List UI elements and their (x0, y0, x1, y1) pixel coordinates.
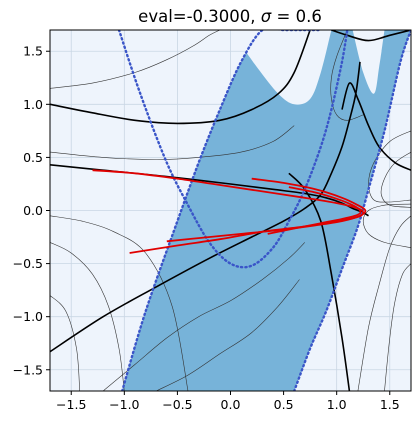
y-axis: −1.5 −1.0 −0.5 0.0 0.5 1.0 1.5 (13, 44, 50, 377)
band-gap (230, 30, 332, 105)
separatrix-line (341, 82, 411, 171)
trajectory-line (92, 169, 365, 254)
y-tick-label: −1.5 (13, 362, 43, 377)
title-sigma: σ (261, 7, 272, 26)
y-tick-label: 0.0 (23, 203, 43, 218)
y-tick-label: 1.0 (23, 97, 43, 112)
band-gap-right (352, 30, 385, 94)
y-tick-label: −0.5 (13, 256, 43, 271)
flow-line (50, 30, 221, 89)
flow-line (50, 125, 295, 160)
x-tick-label: −1.5 (56, 397, 86, 412)
x-tick-label: −1.0 (109, 397, 139, 412)
plot-area (50, 30, 411, 391)
x-tick-label: 0.0 (221, 397, 241, 412)
y-tick-label: 0.5 (23, 150, 43, 165)
separatrix-line (288, 172, 351, 391)
separatrix-line (331, 30, 411, 42)
trajectory-layer (92, 169, 367, 254)
flow-line (50, 295, 80, 391)
x-axis: −1.5 −1.0 −0.5 0.0 0.5 1.0 1.5 (56, 391, 400, 412)
chart-title: eval=-0.3000, σ = 0.6 (138, 7, 322, 26)
x-tick-label: 1.5 (380, 397, 400, 412)
title-value: = 0.6 (271, 7, 322, 26)
flow-line (384, 263, 411, 391)
trajectory-line (166, 177, 367, 243)
separatrix-line (50, 30, 311, 125)
dotted-curve (293, 30, 411, 391)
title-text: eval=-0.3000, (138, 7, 261, 26)
band-layer (122, 30, 411, 391)
flow-line (50, 242, 125, 391)
flow-line (368, 130, 411, 203)
x-tick-label: 0.5 (274, 397, 294, 412)
separatrix-layer (50, 30, 411, 391)
y-tick-label: 1.5 (23, 44, 43, 59)
dotted-curve (117, 30, 349, 269)
dotted-layer (117, 30, 411, 391)
shaded-band (122, 30, 411, 391)
flow-line (156, 279, 300, 391)
x-tick-label: 1.0 (327, 397, 347, 412)
dotted-curve (121, 30, 322, 391)
x-tick-label: −0.5 (162, 397, 192, 412)
flow-line (102, 242, 306, 391)
flow-line (357, 215, 411, 391)
y-tick-label: −1.0 (13, 309, 43, 324)
separatrix-line (50, 61, 361, 353)
flow-line (50, 215, 189, 391)
flow-line (330, 30, 364, 121)
trajectory-line (267, 186, 362, 235)
flow-line (362, 203, 411, 248)
flow-layer (50, 30, 411, 391)
flow-line (380, 151, 411, 208)
